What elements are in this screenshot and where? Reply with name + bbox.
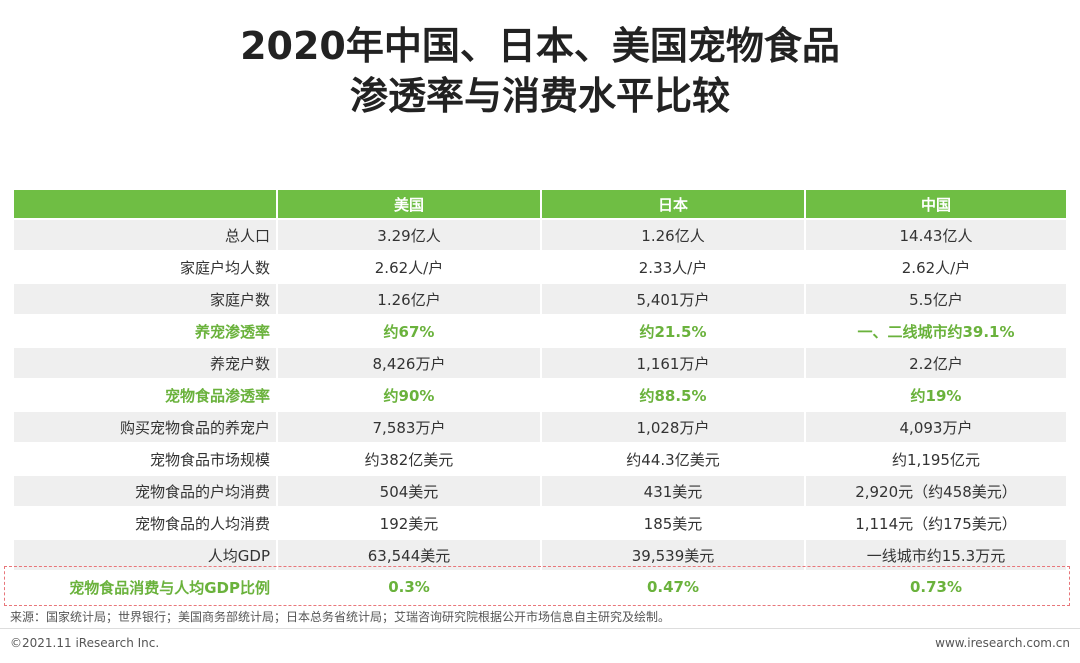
row-label: 宠物食品的人均消费 xyxy=(14,506,278,538)
cell-us: 3.29亿人 xyxy=(278,218,542,250)
row-label: 宠物食品市场规模 xyxy=(14,442,278,474)
cell-china: 约19% xyxy=(806,378,1066,410)
cell-japan: 39,539美元 xyxy=(542,538,806,570)
source-note: 来源：国家统计局；世界银行；美国商务部统计局；日本总务省统计局；艾瑞咨询研究院根… xyxy=(10,610,671,624)
cell-japan: 1,161万户 xyxy=(542,346,806,378)
table-row: 养宠渗透率 约67% 约21.5% 一、二线城市约39.1% xyxy=(14,314,1066,346)
cell-japan: 185美元 xyxy=(542,506,806,538)
cell-china: 2.2亿户 xyxy=(806,346,1066,378)
cell-us: 504美元 xyxy=(278,474,542,506)
row-label: 养宠渗透率 xyxy=(14,314,278,346)
cell-us: 63,544美元 xyxy=(278,538,542,570)
cell-us: 约382亿美元 xyxy=(278,442,542,474)
row-label: 家庭户均人数 xyxy=(14,250,278,282)
cell-us: 2.62人/户 xyxy=(278,250,542,282)
cell-japan: 1.26亿人 xyxy=(542,218,806,250)
cell-china: 4,093万户 xyxy=(806,410,1066,442)
row-label: 宠物食品消费与人均GDP比例 xyxy=(14,570,278,602)
cell-us: 约90% xyxy=(278,378,542,410)
cell-china: 5.5亿户 xyxy=(806,282,1066,314)
row-label: 宠物食品的户均消费 xyxy=(14,474,278,506)
row-label: 人均GDP xyxy=(14,538,278,570)
comparison-table: 美国 日本 中国 总人口 3.29亿人 1.26亿人 14.43亿人 家庭户均人数 2.6… xyxy=(14,190,1066,602)
footer-divider xyxy=(0,628,1080,629)
table-row: 宠物食品市场规模 约382亿美元 约44.3亿美元 约1,195亿元 xyxy=(14,442,1066,474)
cell-china: 0.73% xyxy=(806,570,1066,602)
table-row: 总人口 3.29亿人 1.26亿人 14.43亿人 xyxy=(14,218,1066,250)
table-row: 人均GDP 63,544美元 39,539美元 一线城市约15.3万元 xyxy=(14,538,1066,570)
table-row: 宠物食品的户均消费 504美元 431美元 2,920元（约458美元） xyxy=(14,474,1066,506)
table-row: 家庭户数 1.26亿户 5,401万户 5.5亿户 xyxy=(14,282,1066,314)
cell-china: 2,920元（约458美元） xyxy=(806,474,1066,506)
cell-china: 一线城市约15.3万元 xyxy=(806,538,1066,570)
table-row: 宠物食品渗透率 约90% 约88.5% 约19% xyxy=(14,378,1066,410)
row-label: 购买宠物食品的养宠户 xyxy=(14,410,278,442)
cell-japan: 约44.3亿美元 xyxy=(542,442,806,474)
row-label: 养宠户数 xyxy=(14,346,278,378)
cell-japan: 约21.5% xyxy=(542,314,806,346)
table-row: 宠物食品的人均消费 192美元 185美元 1,114元（约175美元） xyxy=(14,506,1066,538)
cell-japan: 0.47% xyxy=(542,570,806,602)
header-china: 中国 xyxy=(806,190,1066,218)
cell-us: 8,426万户 xyxy=(278,346,542,378)
cell-japan: 2.33人/户 xyxy=(542,250,806,282)
cell-us: 7,583万户 xyxy=(278,410,542,442)
page-title-line2: 渗透率与消费水平比较 xyxy=(349,74,730,118)
cell-us: 192美元 xyxy=(278,506,542,538)
table-row: 养宠户数 8,426万户 1,161万户 2.2亿户 xyxy=(14,346,1066,378)
header-blank xyxy=(14,190,278,218)
cell-japan: 431美元 xyxy=(542,474,806,506)
table-row: 家庭户均人数 2.62人/户 2.33人/户 2.62人/户 xyxy=(14,250,1066,282)
cell-china: 1,114元（约175美元） xyxy=(806,506,1066,538)
cell-japan: 1,028万户 xyxy=(542,410,806,442)
cell-us: 约67% xyxy=(278,314,542,346)
website-url: www.iresearch.com.cn xyxy=(935,636,1070,650)
header-japan: 日本 xyxy=(542,190,806,218)
row-label: 宠物食品渗透率 xyxy=(14,378,278,410)
row-label: 总人口 xyxy=(14,218,278,250)
cell-china: 2.62人/户 xyxy=(806,250,1066,282)
table-row: 宠物食品消费与人均GDP比例 0.3% 0.47% 0.73% xyxy=(14,570,1066,602)
cell-china: 14.43亿人 xyxy=(806,218,1066,250)
cell-japan: 5,401万户 xyxy=(542,282,806,314)
page-title-line1: 2020年中国、日本、美国宠物食品 xyxy=(240,24,840,68)
cell-us: 0.3% xyxy=(278,570,542,602)
cell-china: 约1,195亿元 xyxy=(806,442,1066,474)
table-row: 购买宠物食品的养宠户 7,583万户 1,028万户 4,093万户 xyxy=(14,410,1066,442)
cell-us: 1.26亿户 xyxy=(278,282,542,314)
table-header-row: 美国 日本 中国 xyxy=(14,190,1066,218)
copyright: ©2021.11 iResearch Inc. xyxy=(10,636,160,650)
cell-japan: 约88.5% xyxy=(542,378,806,410)
cell-china: 一、二线城市约39.1% xyxy=(806,314,1066,346)
header-us: 美国 xyxy=(278,190,542,218)
row-label: 家庭户数 xyxy=(14,282,278,314)
